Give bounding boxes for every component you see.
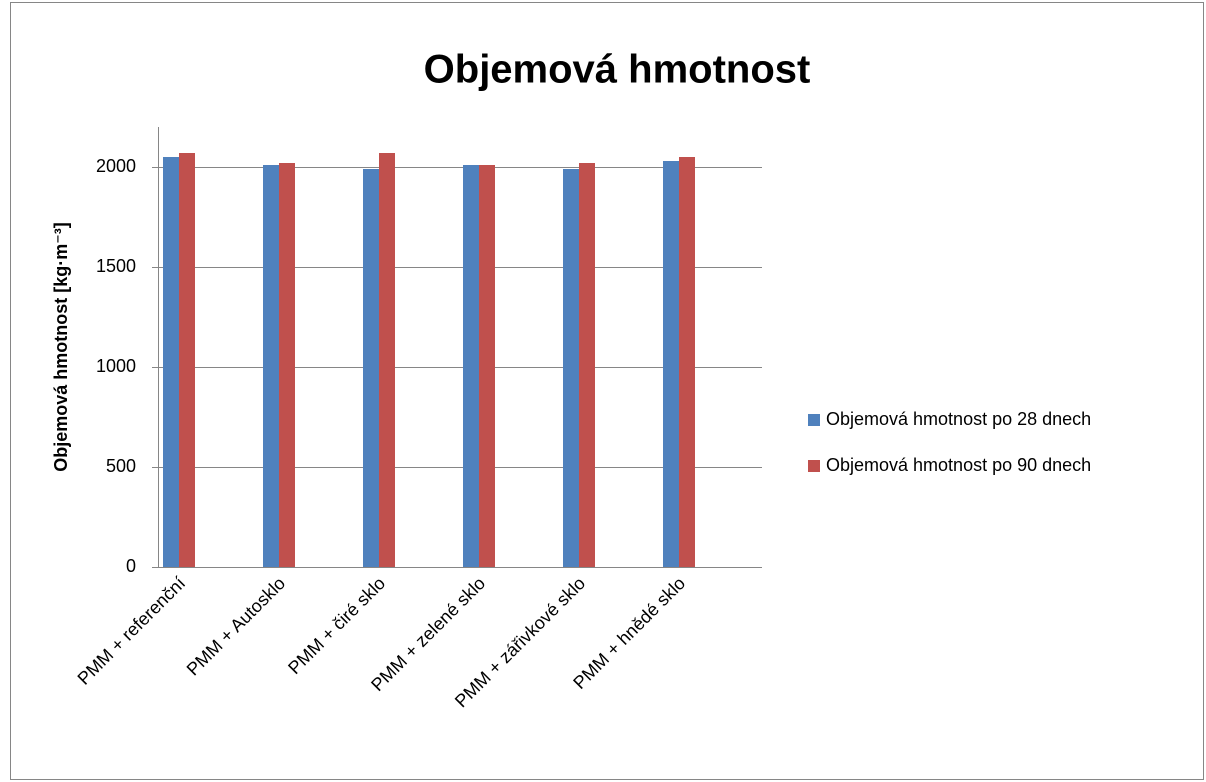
bar	[579, 163, 595, 567]
bar	[179, 153, 195, 567]
legend-label: Objemová hmotnost po 28 dnech	[826, 409, 1091, 429]
legend-swatch	[808, 460, 820, 472]
bar	[363, 169, 379, 567]
bar	[163, 157, 179, 567]
bar	[379, 153, 395, 567]
y-tick-label: 0	[126, 556, 136, 576]
legend-swatch	[808, 414, 820, 426]
y-tick-label: 1000	[96, 356, 136, 376]
bar	[279, 163, 295, 567]
chart-border	[10, 2, 1204, 780]
bar	[479, 165, 495, 567]
bar	[679, 157, 695, 567]
bar	[263, 165, 279, 567]
bar	[663, 161, 679, 567]
bar	[463, 165, 479, 567]
y-tick-label: 500	[106, 456, 136, 476]
y-tick-label: 1500	[96, 256, 136, 276]
y-axis-label: Objemová hmotnost [kg·m⁻³]	[51, 222, 71, 472]
chart-title: Objemová hmotnost	[424, 48, 811, 92]
bar	[563, 169, 579, 567]
legend-label: Objemová hmotnost po 90 dnech	[826, 455, 1091, 475]
y-tick-label: 2000	[96, 156, 136, 176]
